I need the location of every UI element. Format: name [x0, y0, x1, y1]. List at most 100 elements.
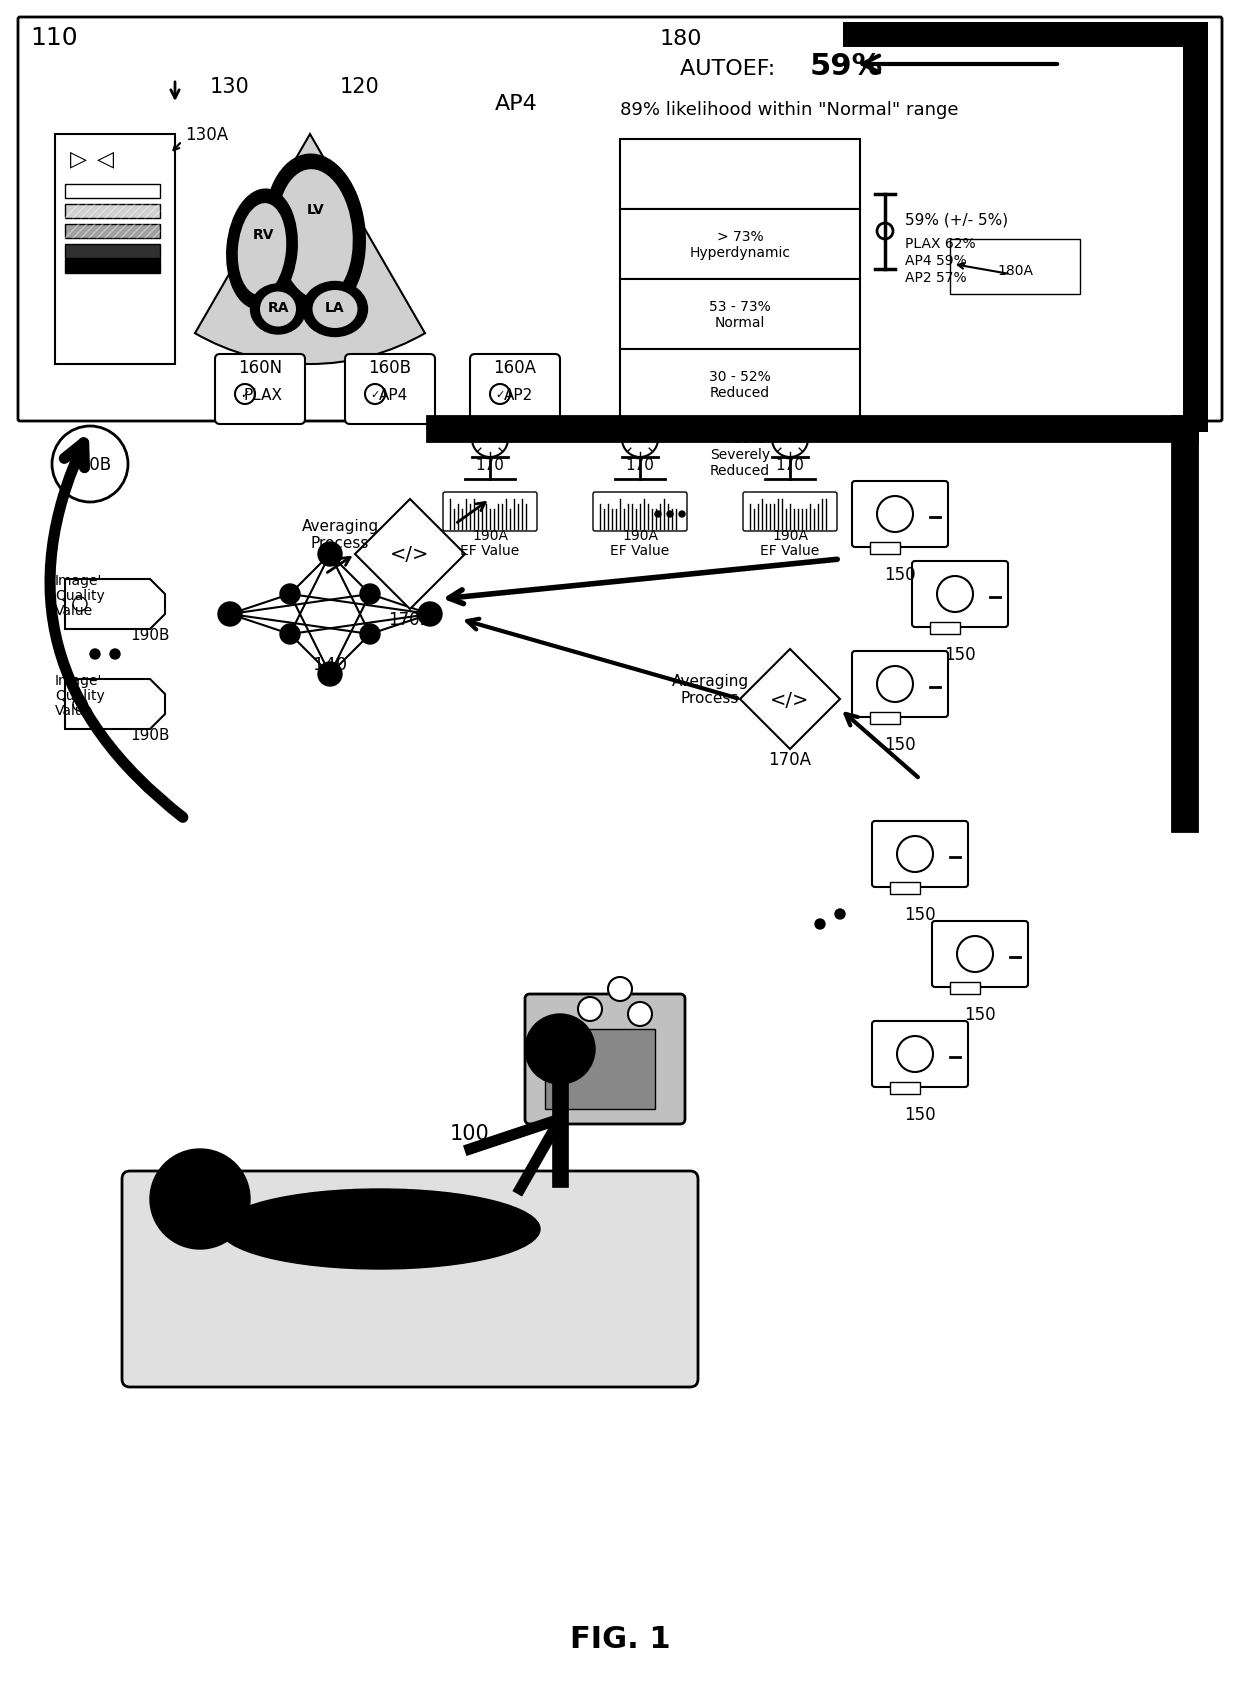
Circle shape: [877, 497, 913, 532]
Text: AP4 59%: AP4 59%: [905, 253, 967, 269]
Text: AP4: AP4: [378, 387, 408, 402]
Circle shape: [472, 422, 508, 458]
Text: </>: </>: [770, 691, 810, 709]
Bar: [620, 140, 861, 209]
Ellipse shape: [303, 282, 367, 338]
FancyBboxPatch shape: [593, 493, 687, 532]
FancyBboxPatch shape: [872, 1022, 968, 1088]
Polygon shape: [64, 579, 165, 630]
Text: 160N: 160N: [238, 358, 281, 377]
Text: ✓: ✓: [371, 390, 379, 400]
FancyBboxPatch shape: [872, 821, 968, 887]
Text: Quality: Quality: [55, 689, 104, 703]
Bar: [55, 135, 175, 365]
Text: 53 - 73%
Normal: 53 - 73% Normal: [709, 299, 771, 329]
Ellipse shape: [260, 292, 296, 328]
Circle shape: [150, 1149, 250, 1250]
Circle shape: [608, 978, 632, 1002]
Circle shape: [280, 625, 300, 645]
Text: 100: 100: [450, 1123, 490, 1143]
Bar: [620, 350, 861, 421]
Circle shape: [317, 662, 342, 687]
Circle shape: [110, 650, 120, 660]
Text: 59% (+/- 5%): 59% (+/- 5%): [905, 213, 1008, 228]
Text: RV: RV: [252, 228, 274, 242]
Circle shape: [957, 936, 993, 973]
Text: 130B: 130B: [68, 456, 112, 473]
Text: 190A: 190A: [622, 529, 658, 542]
Ellipse shape: [250, 285, 305, 334]
Text: 160A: 160A: [494, 358, 537, 377]
Text: </>: </>: [391, 546, 430, 564]
Text: 160B: 160B: [368, 358, 412, 377]
Text: AUTOEF:: AUTOEF:: [680, 59, 790, 79]
Circle shape: [73, 698, 87, 711]
FancyBboxPatch shape: [852, 652, 949, 718]
Text: 170: 170: [775, 458, 805, 473]
FancyBboxPatch shape: [470, 355, 560, 424]
Text: 59%: 59%: [810, 52, 883, 81]
Text: 110: 110: [30, 25, 78, 51]
Bar: [870, 713, 900, 725]
Ellipse shape: [227, 191, 298, 309]
Text: 180A: 180A: [997, 263, 1033, 277]
Text: ◁: ◁: [97, 149, 114, 169]
Text: 170: 170: [476, 458, 505, 473]
Text: 190B: 190B: [130, 628, 170, 642]
FancyBboxPatch shape: [215, 355, 305, 424]
Bar: [620, 280, 861, 350]
Bar: [870, 542, 900, 554]
Circle shape: [490, 385, 510, 405]
Polygon shape: [64, 679, 165, 730]
Text: 150: 150: [944, 645, 976, 664]
Text: EF Value: EF Value: [460, 544, 520, 557]
Text: PLAX 62%: PLAX 62%: [905, 236, 976, 252]
Text: 190A: 190A: [773, 529, 808, 542]
Text: Image': Image': [55, 674, 103, 687]
Text: ✓: ✓: [241, 390, 249, 400]
Text: > 73%
Hyperdynamic: > 73% Hyperdynamic: [689, 230, 791, 260]
Text: Quality: Quality: [55, 589, 104, 603]
Text: 170: 170: [625, 458, 655, 473]
Circle shape: [73, 598, 87, 611]
Ellipse shape: [264, 155, 366, 314]
Text: Value: Value: [55, 704, 93, 718]
Circle shape: [897, 1037, 932, 1073]
FancyBboxPatch shape: [443, 493, 537, 532]
Circle shape: [937, 576, 973, 613]
Bar: [64, 245, 160, 258]
Text: AP2: AP2: [503, 387, 533, 402]
Text: Image': Image': [55, 574, 103, 588]
Text: 180: 180: [660, 29, 703, 49]
Ellipse shape: [278, 171, 353, 299]
Circle shape: [667, 512, 673, 519]
Text: EF Value: EF Value: [760, 544, 820, 557]
Text: AP2 57%: AP2 57%: [905, 270, 967, 285]
Bar: [950, 983, 980, 995]
Circle shape: [815, 919, 825, 929]
Text: RA: RA: [268, 301, 289, 314]
Text: 120: 120: [340, 78, 379, 96]
Bar: [546, 1029, 655, 1110]
Circle shape: [360, 584, 379, 605]
Text: Averaging
Process: Averaging Process: [671, 674, 749, 706]
Circle shape: [317, 542, 342, 568]
Circle shape: [52, 427, 128, 503]
Bar: [620, 209, 861, 280]
Bar: [890, 882, 920, 895]
Text: 150: 150: [904, 905, 936, 924]
Circle shape: [655, 512, 661, 519]
Circle shape: [418, 603, 441, 627]
FancyBboxPatch shape: [932, 922, 1028, 988]
Text: ✓: ✓: [495, 390, 505, 400]
Circle shape: [365, 385, 384, 405]
Circle shape: [897, 836, 932, 873]
Text: 130: 130: [210, 78, 249, 96]
Circle shape: [877, 667, 913, 703]
Text: Value: Value: [55, 603, 93, 618]
Circle shape: [236, 385, 255, 405]
Circle shape: [360, 625, 379, 645]
Polygon shape: [740, 650, 839, 750]
Ellipse shape: [219, 1189, 539, 1268]
Bar: [64, 184, 160, 199]
